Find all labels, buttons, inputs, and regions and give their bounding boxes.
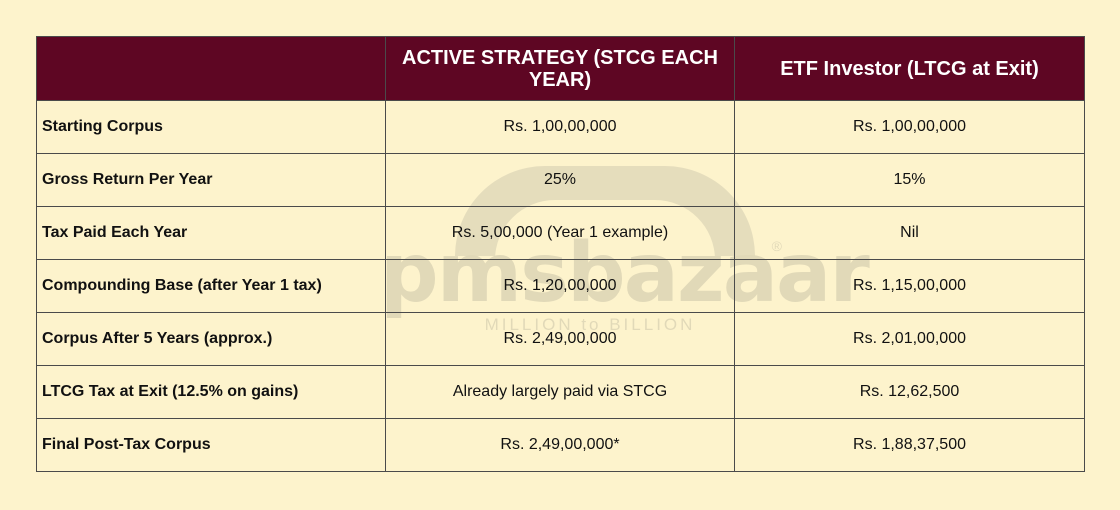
- table-row: Gross Return Per Year 25% 15%: [36, 153, 1085, 207]
- table-row: LTCG Tax at Exit (12.5% on gains) Alread…: [36, 365, 1085, 419]
- header-active-strategy: ACTIVE STRATEGY (STCG EACH YEAR): [385, 36, 735, 101]
- etf-investor-cell: Rs. 1,15,00,000: [734, 259, 1085, 313]
- row-label: Starting Corpus: [36, 100, 386, 154]
- row-label: Gross Return Per Year: [36, 153, 386, 207]
- table-row: Compounding Base (after Year 1 tax) Rs. …: [36, 259, 1085, 313]
- comparison-table: ACTIVE STRATEGY (STCG EACH YEAR) ETF Inv…: [36, 36, 1085, 472]
- active-strategy-cell: Already largely paid via STCG: [385, 365, 735, 419]
- header-blank-cell: [36, 36, 386, 101]
- row-label: LTCG Tax at Exit (12.5% on gains): [36, 365, 386, 419]
- etf-investor-cell: Rs. 1,00,00,000: [734, 100, 1085, 154]
- table-header-row: ACTIVE STRATEGY (STCG EACH YEAR) ETF Inv…: [36, 36, 1085, 101]
- active-strategy-cell: Rs. 2,49,00,000*: [385, 418, 735, 472]
- active-strategy-cell: Rs. 2,49,00,000: [385, 312, 735, 366]
- row-label: Compounding Base (after Year 1 tax): [36, 259, 386, 313]
- row-label: Corpus After 5 Years (approx.): [36, 312, 386, 366]
- etf-investor-cell: Rs. 2,01,00,000: [734, 312, 1085, 366]
- row-label: Tax Paid Each Year: [36, 206, 386, 260]
- active-strategy-cell: Rs. 5,00,000 (Year 1 example): [385, 206, 735, 260]
- table-row: Starting Corpus Rs. 1,00,00,000 Rs. 1,00…: [36, 100, 1085, 154]
- table-row: Corpus After 5 Years (approx.) Rs. 2,49,…: [36, 312, 1085, 366]
- etf-investor-cell: Rs. 1,88,37,500: [734, 418, 1085, 472]
- row-label: Final Post-Tax Corpus: [36, 418, 386, 472]
- table-row: Final Post-Tax Corpus Rs. 2,49,00,000* R…: [36, 418, 1085, 472]
- active-strategy-cell: Rs. 1,20,00,000: [385, 259, 735, 313]
- etf-investor-cell: Rs. 12,62,500: [734, 365, 1085, 419]
- etf-investor-cell: Nil: [734, 206, 1085, 260]
- etf-investor-cell: 15%: [734, 153, 1085, 207]
- active-strategy-cell: Rs. 1,00,00,000: [385, 100, 735, 154]
- active-strategy-cell: 25%: [385, 153, 735, 207]
- table-row: Tax Paid Each Year Rs. 5,00,000 (Year 1 …: [36, 206, 1085, 260]
- header-etf-investor: ETF Investor (LTCG at Exit): [734, 36, 1085, 101]
